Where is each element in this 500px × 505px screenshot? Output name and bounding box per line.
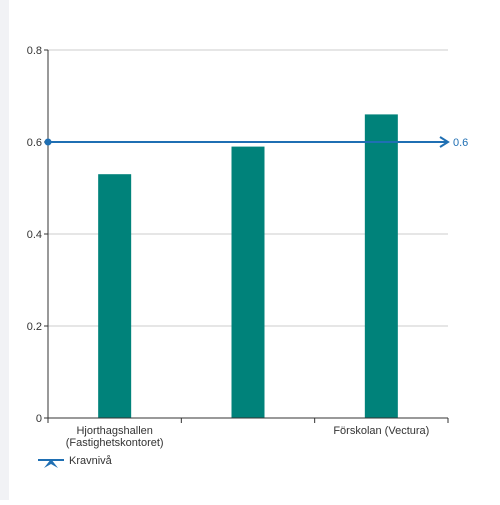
x-tick-labels: Hjorthagshallen(Fastighetskontoret) Försk… <box>66 425 430 449</box>
y-tick-label: 0 <box>36 413 42 425</box>
x-tick-label: Förskolan (Vectura) <box>333 425 429 437</box>
bar <box>364 114 398 419</box>
x-tick-label: Hjorthagshallen <box>76 425 152 437</box>
bar <box>231 146 265 418</box>
threshold-start-marker <box>44 138 52 146</box>
threshold-value-label: 0.6 <box>453 137 468 149</box>
legend[interactable]: Kravnivå <box>38 455 113 468</box>
y-tick-label: 0.8 <box>27 45 42 57</box>
y-tick-label: 0.4 <box>27 229 42 241</box>
y-tick-label: 0.2 <box>27 321 42 333</box>
bar <box>98 174 132 418</box>
x-tick-label: (Fastighetskontoret) <box>66 437 164 449</box>
threshold-arrow-icon <box>439 136 450 148</box>
legend-label: Kravnivå <box>69 455 113 467</box>
legend-arrow-icon <box>44 459 58 468</box>
y-tick-label: 0.6 <box>27 137 42 149</box>
y-tick-labels: 0 0.2 0.4 0.6 0.8 <box>27 45 42 425</box>
bars <box>98 114 398 419</box>
threshold-line: 0.6 <box>44 136 468 149</box>
axes <box>44 49 449 423</box>
left-panel-edge <box>0 0 9 500</box>
